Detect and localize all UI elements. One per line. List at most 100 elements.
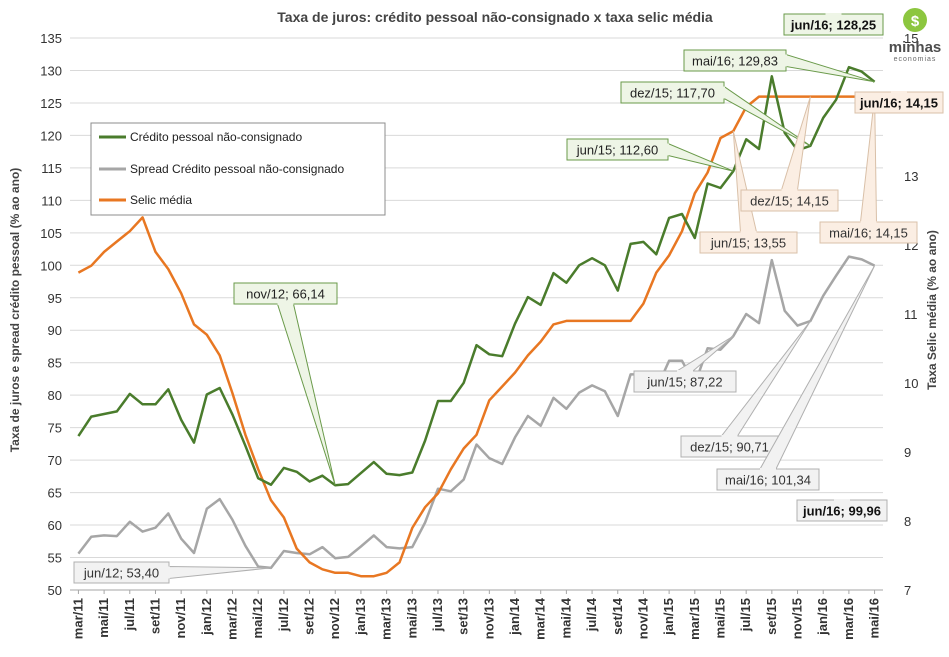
x-tick-label: set/15 — [764, 598, 779, 635]
y2-tick-label: 8 — [904, 514, 911, 529]
x-tick-label: jan/13 — [353, 598, 368, 636]
y-axis-right-label: Taxa Selic média (% ao ano) — [925, 230, 939, 390]
x-tick-label: mai/15 — [712, 598, 727, 638]
callout: jun/16; 128,25 — [783, 13, 884, 36]
y2-tick-label: 7 — [904, 583, 911, 598]
x-tick-label: set/14 — [610, 597, 625, 635]
callout: jun/12; 53,40 — [73, 561, 272, 584]
x-tick-label: jul/13 — [430, 598, 445, 632]
x-tick-label: jul/15 — [738, 598, 753, 632]
x-tick-label: jan/16 — [815, 598, 830, 636]
y-tick-label: 60 — [48, 518, 62, 533]
callout-label: jun/15; 13,55 — [710, 236, 786, 251]
callout-label: mai/16; 14,15 — [829, 226, 908, 241]
callout-label: mai/16; 129,83 — [692, 54, 778, 69]
callout: mai/16; 129,83 — [683, 49, 875, 83]
x-tick-label: mar/12 — [225, 598, 240, 640]
legend-label-selic: Selic média — [130, 193, 192, 207]
y-tick-label: 135 — [40, 31, 62, 46]
x-tick-label: mai/11 — [96, 598, 111, 638]
callout: jun/15; 87,22 — [633, 335, 737, 393]
callout: jun/16; 14,15 — [854, 91, 944, 114]
x-tick-label: jul/11 — [122, 598, 137, 632]
callout-label: jun/15; 112,60 — [576, 143, 658, 158]
brand-subtitle: economias — [894, 56, 937, 63]
callout: dez/15; 90,71 — [680, 320, 811, 458]
x-tick-label: jan/14 — [507, 597, 522, 636]
y-tick-label: 55 — [48, 551, 62, 566]
x-tick-label: mai/16 — [867, 598, 882, 638]
x-tick-label: mar/15 — [687, 598, 702, 640]
dollar-symbol: $ — [911, 13, 920, 30]
callout-label: mai/16; 101,34 — [725, 473, 811, 488]
x-tick-label: nov/11 — [173, 598, 188, 638]
x-tick-label: mai/13 — [404, 598, 419, 638]
y-tick-label: 105 — [40, 226, 62, 241]
legend: Crédito pessoal não-consignado Spread Cr… — [90, 122, 386, 216]
y-tick-label: 80 — [48, 388, 62, 403]
callout: jun/15; 13,55 — [699, 130, 798, 254]
x-tick-label: set/13 — [456, 598, 471, 635]
callout: jun/16; 99,96 — [796, 499, 888, 522]
callout-label: jun/16; 99,96 — [802, 504, 881, 519]
x-tick-label: mar/11 — [70, 598, 85, 639]
y-tick-label: 100 — [40, 258, 62, 273]
y-tick-label: 90 — [48, 323, 62, 338]
callout-label: jun/15; 87,22 — [646, 375, 722, 390]
callout-label: dez/15; 14,15 — [750, 194, 829, 209]
callout-label: nov/12; 66,14 — [246, 287, 325, 302]
callout-label: jun/12; 53,40 — [83, 566, 159, 581]
brand-name: minhas — [889, 39, 942, 56]
selic-line — [77, 95, 875, 578]
callout: dez/15; 117,70 — [620, 81, 811, 147]
y2-tick-label: 10 — [904, 376, 918, 391]
callout: jun/15; 112,60 — [566, 138, 734, 172]
y-tick-label: 115 — [41, 161, 62, 176]
y2-tick-label: 9 — [904, 445, 911, 460]
x-tick-label: mai/14 — [558, 597, 573, 638]
y2-tick-label: 15 — [904, 31, 918, 46]
spread-line — [77, 255, 876, 570]
callout: mai/16; 101,34 — [716, 265, 876, 491]
x-tick-label: nov/13 — [481, 598, 496, 639]
credito-line — [77, 65, 876, 487]
series-lines — [77, 65, 876, 578]
x-tick-label: mar/13 — [379, 598, 394, 640]
brand-logo: $ minhas economias — [889, 8, 942, 63]
x-tick-label: jan/12 — [199, 598, 214, 636]
x-tick-label: set/11 — [147, 598, 162, 634]
callouts: nov/12; 66,14 jun/15; 112,60 dez/15; 117,7… — [73, 13, 944, 584]
x-tick-label: nov/14 — [635, 597, 650, 639]
y-tick-label: 95 — [48, 291, 62, 306]
y-axis-left: 50 55 60 65 70 75 80 85 90 95 100 105 110 115 120 125 13… — [40, 31, 62, 598]
y-tick-label: 120 — [40, 128, 62, 143]
dollar-icon — [903, 8, 927, 32]
y2-tick-label: 11 — [904, 307, 918, 322]
x-tick-label: set/12 — [302, 598, 317, 635]
x-tick-label: jan/15 — [661, 598, 676, 636]
callout-label: jun/16; 128,25 — [790, 18, 876, 33]
chart-title: Taxa de juros: crédito pessoal não-consi… — [277, 9, 713, 25]
x-tick-label: nov/12 — [327, 598, 342, 639]
legend-label-credito: Crédito pessoal não-consignado — [130, 130, 302, 144]
callout-label: dez/15; 117,70 — [630, 86, 715, 101]
legend-label-spread: Spread Crédito pessoal não-consignado — [130, 162, 344, 176]
y-tick-label: 75 — [48, 421, 62, 436]
x-tick-label: nov/15 — [790, 598, 805, 639]
x-tick-label: mar/16 — [841, 598, 856, 640]
x-tick-label: jul/12 — [276, 598, 291, 632]
y-tick-label: 65 — [48, 486, 62, 501]
y-tick-label: 70 — [48, 453, 62, 468]
y-tick-label: 125 — [40, 96, 62, 111]
x-axis: mar/11 mai/11 jul/11 set/11 nov/11 jan/12 mar/… — [70, 589, 883, 640]
x-tick-label: jul/14 — [584, 597, 599, 632]
callout-label: jun/16; 14,15 — [859, 96, 938, 111]
y-axis-left-label: Taxa de juros e spread crédito pessoal (… — [8, 168, 22, 453]
callout-label: dez/15; 90,71 — [690, 440, 769, 455]
callout: nov/12; 66,14 — [233, 282, 338, 486]
callout: dez/15; 14,15 — [740, 96, 839, 212]
x-tick-label: mar/14 — [533, 597, 548, 640]
y-tick-label: 50 — [48, 583, 62, 598]
x-tick-label: mai/12 — [250, 598, 265, 638]
